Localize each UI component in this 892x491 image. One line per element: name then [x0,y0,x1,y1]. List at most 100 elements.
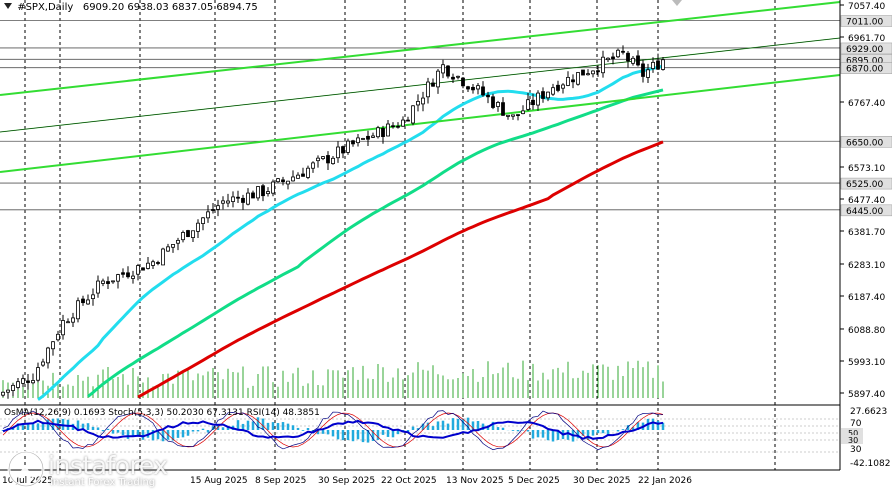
candle-body [141,267,145,271]
candle-body [486,94,490,98]
price-tick-label: 6767.40 [848,99,885,109]
candle-body [306,167,310,178]
price-tick-label: 6283.10 [848,261,885,271]
brand-watermark: instaforex Instant Forex Trading [6,449,182,489]
candle-body [581,69,585,76]
time-axis-label: 22 Oct 2025 [381,476,437,486]
candle-body [351,140,355,145]
candle-body [331,157,335,165]
candle-body [181,232,185,241]
price-tick-label: 6573.10 [848,164,885,174]
candle-body [286,180,290,185]
candle-body [211,209,215,211]
candle-body [76,300,80,320]
price-tick-label: 6187.40 [848,293,885,303]
candle-body [41,361,45,366]
candle-body [536,92,540,106]
candle-body [466,86,470,90]
instaforex-logo-icon [7,450,45,488]
candle-body [506,114,510,117]
candle-body [621,50,625,53]
candle-body [441,64,445,74]
candle-body [201,217,205,224]
rsi-line [2,419,664,440]
candle-body [556,84,560,91]
time-axis-label: 8 Sep 2025 [255,476,306,486]
candle-body [96,280,100,294]
candle-body [336,146,340,159]
candle-body [206,211,210,219]
candle-body [156,262,160,264]
candle-body [271,181,275,194]
ohlc-values: 6909.20 6938.03 6837.05 6894.75 [82,2,258,13]
candle-body [236,196,240,199]
candle-body [371,135,375,138]
dropdown-arrow-icon[interactable] [4,3,12,9]
candle-body [281,179,285,183]
price-level-label: 7011.00 [846,18,883,28]
chart-shift-marker[interactable] [672,0,682,6]
candle-body [646,69,650,78]
price-level-label: 6650.00 [846,138,883,148]
candle-body [151,261,155,266]
indicator-level-label: 50 [848,429,858,438]
candle-body [146,262,150,269]
candle-body [21,378,25,384]
candlesticks [1,45,665,399]
candle-body [471,86,475,91]
candle-body [496,102,500,107]
candle-body [446,65,450,77]
ma-fast-line [37,64,664,401]
candle-body [596,70,600,73]
price-level-box [840,204,892,217]
candle-body [121,272,125,275]
price-tick-label: 6088.80 [848,326,885,336]
candle-body [131,275,135,279]
candle-body [326,155,330,164]
candle-body [406,119,410,122]
candle-body [216,205,220,210]
candle-body [266,191,270,195]
candle-body [571,79,575,83]
candle-body [176,239,180,244]
candle-body [316,157,320,162]
price-level-box [840,136,892,148]
indicator-label: OsMA(12,26,9) 0.1693 Stoch(5,3,3) 50.203… [4,408,320,418]
candle-body [26,380,30,383]
indicator-tick-label: 30 [850,445,862,455]
candle-body [106,281,110,284]
price-level-box [840,15,892,27]
candle-body [456,75,460,78]
candle-body [541,91,545,99]
price-tick-label: 6381.70 [848,228,885,238]
indicator-level-box [841,428,863,437]
candle-body [66,321,70,324]
candle-body [11,384,15,391]
candle-body [321,156,325,160]
candle-body [376,127,380,138]
price-tick-label: 5897.40 [848,390,885,400]
candle-body [386,123,390,137]
candle-body [626,52,630,62]
candle-body [651,61,655,69]
candle-body [451,76,455,80]
candle-body [431,82,435,87]
candle-body [416,101,420,106]
candle-body [186,230,190,238]
candle-body [56,333,60,341]
candle-body [601,56,605,74]
volume-bars [2,360,664,398]
candle-body [586,73,590,76]
candle-body [256,186,260,199]
candle-body [401,119,405,127]
stoch-main-line [2,410,664,451]
candle-body [31,380,35,384]
candle-body [616,49,620,58]
candle-body [576,72,580,85]
indicator-level-box [841,435,863,444]
candle-body [546,91,550,99]
channel-line [0,1,841,96]
candle-body [231,196,235,202]
indicator-tick-label: 70 [850,419,862,429]
